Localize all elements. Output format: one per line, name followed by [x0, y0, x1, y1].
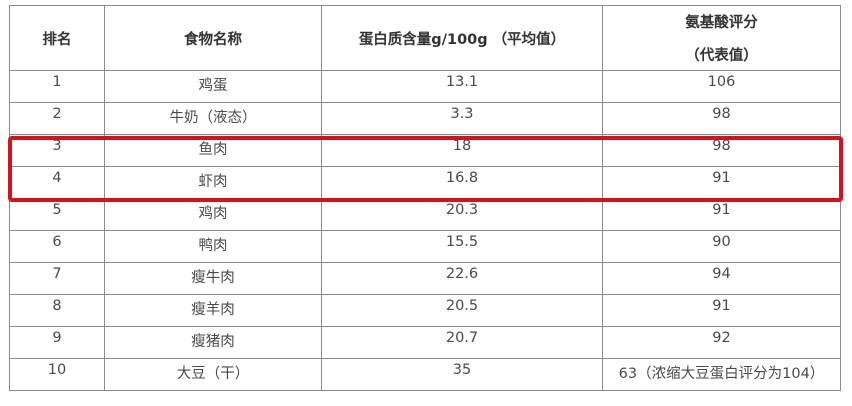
rank-cell: 3 [9, 134, 105, 167]
header-amino-score: 氨基酸评分 （代表值） [602, 5, 841, 71]
header-food-name: 食物名称 [104, 5, 322, 71]
food-name-cell: 大豆（干） [104, 358, 322, 391]
header-rank: 排名 [9, 5, 105, 71]
amino-score-cell: 91 [602, 294, 841, 327]
header-protein: 蛋白质含量g/100g （平均值） [321, 5, 603, 71]
table-row: 9 瘦猪肉 20.7 92 [9, 326, 841, 359]
rank-cell: 10 [9, 358, 105, 391]
table-row: 1 鸡蛋 13.1 106 [9, 70, 841, 103]
protein-cell: 16.8 [321, 166, 603, 199]
rank-cell: 1 [9, 70, 105, 103]
amino-score-cell: 94 [602, 262, 841, 295]
amino-score-cell: 98 [602, 102, 841, 135]
protein-cell: 3.3 [321, 102, 603, 135]
table-row: 7 瘦牛肉 22.6 94 [9, 262, 841, 295]
food-name-cell: 鸡蛋 [104, 70, 322, 103]
food-name-cell: 瘦猪肉 [104, 326, 322, 359]
rank-cell: 2 [9, 102, 105, 135]
rank-cell: 8 [9, 294, 105, 327]
table-row: 6 鸭肉 15.5 90 [9, 230, 841, 263]
rank-cell: 6 [9, 230, 105, 263]
rank-cell: 4 [9, 166, 105, 199]
table-row: 8 瘦羊肉 20.5 91 [9, 294, 841, 327]
amino-score-cell: 92 [602, 326, 841, 359]
amino-score-cell: 91 [602, 166, 841, 199]
amino-score-cell: 63（浓缩大豆蛋白评分为104） [602, 358, 841, 391]
rank-cell: 5 [9, 198, 105, 231]
table-row: 4 虾肉 16.8 91 [9, 166, 841, 199]
header-amino-score-line2: （代表值） [685, 48, 758, 64]
food-name-cell: 鱼肉 [104, 134, 322, 167]
header-row: 排名 食物名称 蛋白质含量g/100g （平均值） 氨基酸评分 （代表值） [9, 5, 841, 71]
table-row: 5 鸡肉 20.3 91 [9, 198, 841, 231]
amino-score-cell: 106 [602, 70, 841, 103]
protein-cell: 15.5 [321, 230, 603, 263]
table-row: 2 牛奶（液态） 3.3 98 [9, 102, 841, 135]
protein-cell: 20.7 [321, 326, 603, 359]
protein-cell: 18 [321, 134, 603, 167]
table-row: 3 鱼肉 18 98 [9, 134, 841, 167]
protein-cell: 35 [321, 358, 603, 391]
table-row: 10 大豆（干） 35 63（浓缩大豆蛋白评分为104） [9, 358, 841, 391]
food-name-cell: 鸭肉 [104, 230, 322, 263]
protein-cell: 20.3 [321, 198, 603, 231]
protein-cell: 22.6 [321, 262, 603, 295]
food-name-cell: 牛奶（液态） [104, 102, 322, 135]
amino-score-cell: 91 [602, 198, 841, 231]
rank-cell: 9 [9, 326, 105, 359]
food-name-cell: 瘦牛肉 [104, 262, 322, 295]
amino-score-cell: 90 [602, 230, 841, 263]
header-amino-score-line1: 氨基酸评分 [685, 15, 758, 31]
protein-cell: 13.1 [321, 70, 603, 103]
protein-cell: 20.5 [321, 294, 603, 327]
rank-cell: 7 [9, 262, 105, 295]
amino-score-cell: 98 [602, 134, 841, 167]
food-name-cell: 瘦羊肉 [104, 294, 322, 327]
food-name-cell: 鸡肉 [104, 198, 322, 231]
food-name-cell: 虾肉 [104, 166, 322, 199]
